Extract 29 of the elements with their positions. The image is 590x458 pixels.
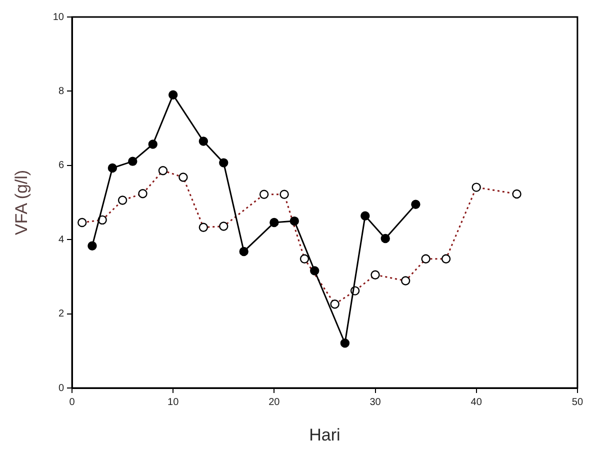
point: [340, 338, 350, 348]
x-tick-label: 0: [69, 396, 76, 408]
point: [310, 266, 320, 276]
point: [148, 140, 158, 149]
y-tick-label: 6: [58, 160, 64, 172]
y-tick-label: 4: [58, 234, 64, 246]
point: [168, 90, 178, 100]
point: [270, 218, 279, 228]
x-tick-label: 40: [470, 396, 482, 408]
point: [380, 234, 390, 244]
x-tick-label: 50: [572, 396, 584, 408]
point: [88, 241, 97, 251]
y-tick-label: 2: [58, 308, 64, 320]
point: [290, 216, 299, 226]
point: [219, 158, 228, 168]
point: [128, 156, 138, 166]
point: [108, 163, 118, 173]
point: [360, 211, 370, 220]
y-tick-label: 8: [58, 86, 64, 97]
y-axis-title: VFA (g/l): [12, 170, 31, 236]
x-tick-label: 30: [370, 396, 382, 408]
point: [411, 200, 420, 209]
point: [198, 136, 208, 146]
point: [239, 246, 248, 256]
y-tick-label: 10: [52, 12, 64, 23]
x-tick-label: 10: [168, 396, 180, 408]
y-tick-label: 0: [58, 382, 64, 394]
x-tick-label: 20: [268, 396, 280, 408]
x-axis-title: Hari: [309, 425, 340, 444]
